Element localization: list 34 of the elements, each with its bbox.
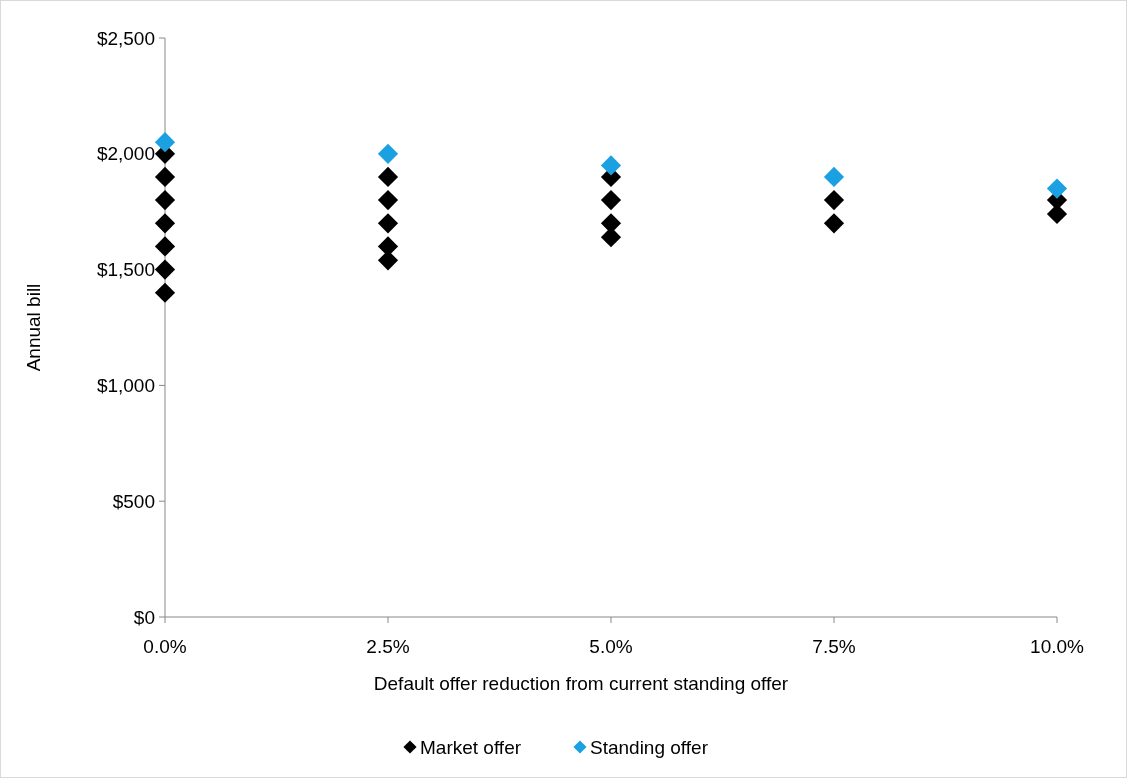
y-axis-title: Annual bill: [23, 283, 44, 372]
y-tick-label: $2,000: [96, 143, 155, 165]
point: [154, 213, 176, 234]
point: [154, 259, 176, 280]
point: [1046, 178, 1068, 199]
y-tick-label: $1,000: [96, 375, 155, 397]
point: [823, 190, 845, 211]
y-tick-label: $2,500: [96, 27, 155, 49]
y-tick-label: $500: [112, 490, 155, 512]
point: [600, 190, 622, 211]
x-tick-label: 0.0%: [143, 636, 187, 657]
point: [377, 190, 399, 211]
legend-label: Market offer: [420, 736, 522, 758]
point: [377, 213, 399, 234]
point: [154, 166, 176, 188]
point: [154, 132, 176, 153]
point: [377, 250, 399, 271]
point: [600, 227, 622, 248]
point: [154, 190, 176, 211]
point: [823, 213, 845, 234]
point: [377, 143, 399, 164]
y-tick-label: $1,500: [96, 259, 155, 281]
point: [154, 282, 176, 303]
x-tick-label: 10.0%: [1030, 636, 1085, 657]
x-axis-title: Default offer reduction from current standing offer: [373, 673, 789, 694]
point: [600, 155, 622, 176]
legend-label: Standing offer: [590, 736, 709, 758]
x-tick-label: 7.5%: [812, 636, 856, 657]
point: [823, 166, 845, 188]
y-tick-label: $0: [133, 606, 155, 628]
x-tick-label: 5.0%: [589, 636, 633, 657]
point: [154, 236, 176, 257]
x-tick-label: 2.5%: [366, 636, 410, 657]
point: [377, 166, 399, 188]
